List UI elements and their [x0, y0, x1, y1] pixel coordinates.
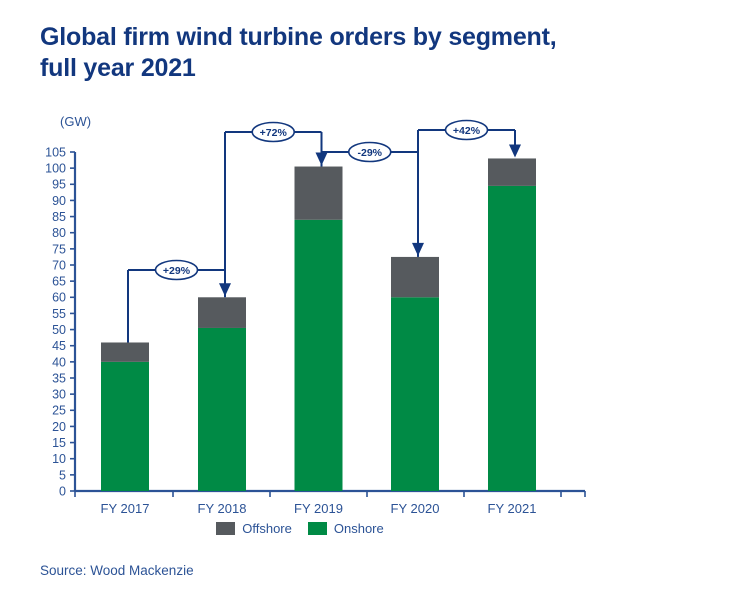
y-axis-tick-label: 25 [52, 404, 66, 418]
legend-label-onshore: Onshore [333, 521, 384, 536]
y-axis-tick-label: 105 [45, 145, 66, 159]
y-axis-tick-label: 70 [52, 258, 66, 272]
offshore-swatch-icon [216, 522, 236, 535]
y-axis-tick-label: 50 [52, 323, 66, 337]
annotation-callout-ellipse [347, 141, 392, 163]
x-axis-tick-label: FY 2018 [198, 501, 247, 516]
x-axis-tick-label: FY 2021 [488, 501, 537, 516]
bar-segment-onshore [101, 361, 149, 491]
bar-segment-onshore [488, 185, 536, 491]
legend-item-offshore: Offshore [216, 521, 292, 536]
annotation-callout-label: +72% [260, 127, 288, 139]
y-axis-tick-label: 15 [52, 436, 66, 450]
bar-segment-offshore [101, 342, 149, 362]
page-title: Global firm wind turbine orders by segme… [40, 23, 557, 82]
y-axis-unit-label: (GW) [60, 114, 92, 129]
y-axis-tick-label: 45 [52, 339, 66, 353]
annotation-callout-ellipse [251, 121, 296, 143]
y-axis-tick-label: 35 [52, 371, 66, 385]
y-axis: 0 5 10 15 20 25 30 35 40 45 50 55 60 65 70 75 80 85 90 95 10… [45, 145, 77, 498]
y-axis-tick-label: 75 [52, 242, 66, 256]
growth-annotation: +29% [127, 259, 231, 343]
legend-label-offshore: Offshore [242, 521, 292, 536]
x-axis-tick-label: FY 2017 [101, 501, 150, 516]
growth-annotation: +42% [417, 119, 521, 257]
y-axis-tick-label: 55 [52, 307, 66, 321]
annotation-callout-label: +29% [163, 265, 191, 277]
y-axis-tick-label: 40 [52, 355, 66, 369]
legend-item-onshore: Onshore [307, 521, 384, 536]
annotation-callout-label: +42% [453, 125, 481, 137]
chart-legend: Offshore Onshore [0, 521, 600, 536]
bar-segment-onshore [391, 297, 439, 491]
y-axis-tick-label: 90 [52, 194, 66, 208]
x-axis-tick-label: FY 2019 [294, 501, 343, 516]
y-axis-tick-label: 85 [52, 210, 66, 224]
bar-segment-offshore [391, 256, 439, 298]
x-axis: FY 2017 FY 2018 FY 2019 FY 2020 FY 2021 [74, 489, 586, 516]
annotation-arrow-icon [509, 144, 521, 158]
bar-segment-onshore [294, 219, 343, 492]
y-axis-tick-label: 95 [52, 178, 66, 192]
annotation-callout-label: -29% [357, 147, 382, 159]
y-axis-tick-label: 0 [59, 484, 66, 498]
bar-segment-offshore [198, 297, 246, 328]
bar-segment-offshore [294, 166, 343, 220]
x-axis-tick-label: FY 2020 [391, 501, 440, 516]
bar-segment-onshore [198, 327, 246, 491]
growth-annotations-group: +29% +72% -29% +42% [127, 119, 521, 343]
annotation-callout-ellipse [154, 259, 199, 281]
y-axis-tick-label: 30 [52, 388, 66, 402]
y-axis-tick-label: 5 [59, 468, 66, 482]
y-axis-tick-label: 80 [52, 226, 66, 240]
bar-series-group [101, 158, 536, 492]
annotation-callout-ellipse [444, 119, 489, 141]
bar-segment-offshore [488, 158, 536, 186]
source-note: Source: Wood Mackenzie [40, 563, 194, 578]
y-axis-tick-label: 20 [52, 420, 66, 434]
y-axis-tick-label: 100 [45, 162, 66, 176]
y-axis-tick-label: 65 [52, 275, 66, 289]
onshore-swatch-icon [307, 522, 327, 535]
y-axis-tick-label: 10 [52, 452, 66, 466]
y-axis-tick-label: 60 [52, 291, 66, 305]
